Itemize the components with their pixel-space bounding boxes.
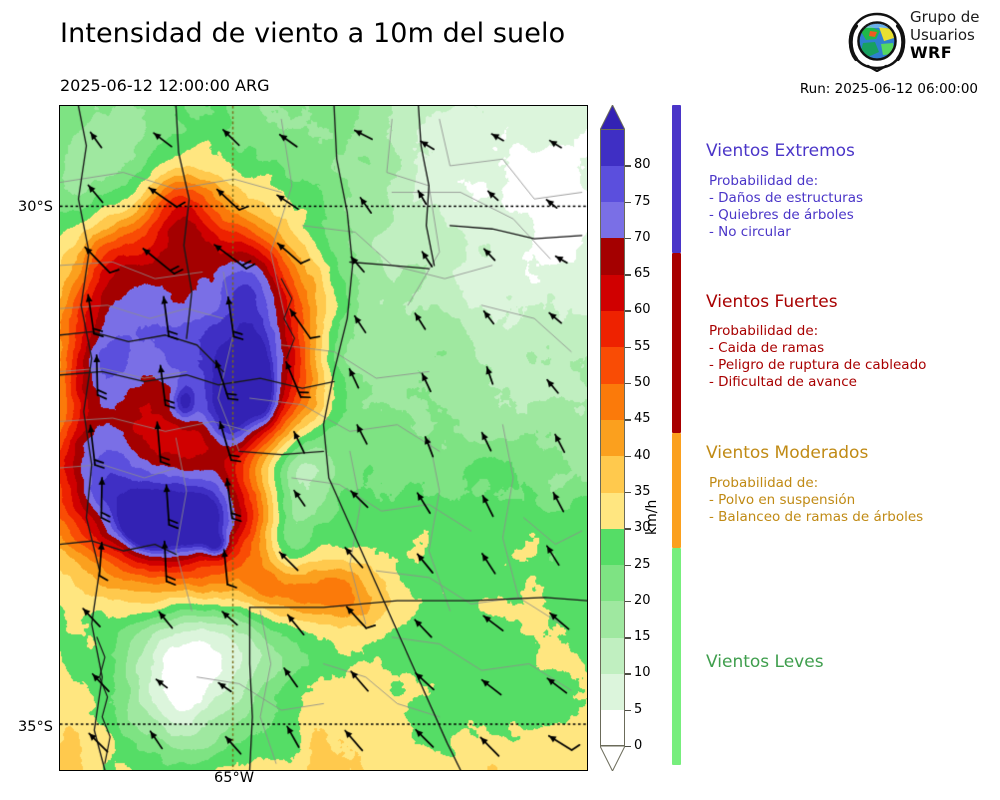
legend-color-bar (672, 105, 681, 253)
colorbar-tick (625, 455, 631, 458)
legend-color-bar (672, 433, 681, 548)
colorbar-band (600, 201, 625, 239)
colorbar-tick (625, 709, 631, 712)
colorbar-tick-label: 30 (634, 520, 651, 536)
logo-line-2: Usuarios (910, 26, 975, 44)
legend-item: - No circular (709, 224, 791, 240)
colorbar-band (600, 165, 625, 203)
legend-subtitle: Probabilidad de: (709, 475, 819, 491)
colorbar-tick-label: 40 (634, 447, 651, 463)
colorbar-tick-label: 35 (634, 483, 651, 499)
colorbar-tick (625, 637, 631, 639)
legend-item: - Polvo en suspensión (709, 492, 856, 508)
colorbar-tick-label: 15 (634, 629, 651, 645)
colorbar-tick (625, 201, 631, 203)
colorbar-band (600, 600, 625, 638)
logo-line-1: Grupo de (910, 8, 980, 26)
colorbar-tick-label: 70 (634, 229, 651, 245)
colorbar-tick (625, 564, 631, 566)
lon-label-65w: 65°W (214, 770, 255, 786)
legend-subtitle: Probabilidad de: (709, 173, 819, 189)
legend-item: - Daños de estructuras (709, 190, 864, 206)
legend-color-bar (672, 253, 681, 433)
colorbar-band (600, 237, 625, 275)
legend-group-title: Vientos Extremos (706, 141, 855, 161)
colorbar-tick-label: 50 (634, 375, 651, 391)
colorbar-tick-label: 0 (634, 738, 643, 753)
valid-time-label: 2025-06-12 12:00:00 ARG (60, 76, 270, 95)
colorbar-over-arrow-icon (600, 105, 625, 130)
colorbar-tick-label: 10 (634, 665, 651, 681)
legend-group-title: Vientos Leves (706, 652, 824, 672)
colorbar-tick-label: 60 (634, 302, 651, 318)
colorbar-tick (625, 600, 631, 603)
colorbar-tick-label: 25 (634, 556, 651, 572)
colorbar-tick (625, 346, 631, 349)
colorbar-tick (625, 237, 631, 240)
legend-subtitle: Probabilidad de: (709, 323, 819, 339)
colorbar-tick (625, 383, 631, 385)
colorbar-tick (625, 274, 631, 276)
wrf-logo: Grupo de Usuarios WRF (846, 8, 996, 74)
legend-group-title: Vientos Moderados (706, 443, 869, 463)
colorbar-band (600, 528, 625, 566)
colorbar-tick (625, 491, 631, 494)
colorbar-tick (625, 419, 631, 421)
legend-item: - Quiebres de árboles (709, 207, 854, 223)
colorbar-gradient (600, 129, 625, 747)
legend-item: - Balanceo de ramas de árboles (709, 509, 924, 525)
colorbar-tick-label: 75 (634, 193, 651, 209)
legend-item: - Caida de ramas (709, 340, 825, 356)
colorbar-tick (625, 673, 631, 675)
colorbar-tick (625, 528, 631, 530)
colorbar-tick-label: 20 (634, 592, 651, 608)
legend-group-details: Probabilidad de: - Caida de ramas - Peligr… (709, 323, 926, 391)
logo-text: Grupo de Usuarios WRF (910, 8, 996, 62)
colorbar-tick-label: 5 (634, 701, 643, 717)
legend-item: - Dificultad de avance (709, 374, 857, 390)
colorbar-band (600, 491, 625, 529)
legend-group-details: Probabilidad de: - Daños de estructuras - … (709, 173, 863, 241)
colorbar-under-arrow-icon (600, 746, 625, 771)
colorbar-tick-label: 55 (634, 338, 651, 354)
logo-line-3: WRF (910, 43, 953, 62)
colorbar: 0 5 10 15 20 25 30 35 40 45 50 55 60 65 70 75 80 km/h (600, 105, 670, 771)
wind-field-canvas (60, 106, 587, 770)
colorbar-band (600, 564, 625, 602)
colorbar-band (600, 129, 625, 166)
colorbar-tick (625, 165, 631, 167)
run-time-label: Run: 2025-06-12 06:00:00 (799, 81, 978, 97)
colorbar-band (600, 346, 625, 384)
colorbar-band (600, 274, 625, 312)
lat-label-35s: 35°S (18, 719, 53, 735)
colorbar-band (600, 637, 625, 674)
wrf-globe-emblem-icon (848, 12, 906, 72)
colorbar-band (600, 455, 625, 493)
colorbar-band (600, 709, 625, 747)
colorbar-tick (625, 746, 631, 748)
colorbar-tick-label: 45 (634, 411, 651, 427)
risk-legend: Vientos Extremos Probabilidad de: - Daños … (672, 105, 1000, 771)
lat-label-30s: 30°S (18, 199, 53, 215)
legend-color-bar (672, 548, 681, 765)
colorbar-band (600, 383, 625, 420)
legend-group-details: Probabilidad de: - Polvo en suspensión - B… (709, 475, 923, 526)
colorbar-tick-label: 80 (634, 157, 651, 173)
wind-map[interactable] (59, 105, 588, 771)
colorbar-tick-label: 65 (634, 266, 651, 282)
legend-item: - Peligro de ruptura de cableado (709, 357, 927, 373)
colorbar-band (600, 419, 625, 457)
legend-group-title: Vientos Fuertes (706, 292, 838, 312)
colorbar-tick (625, 310, 631, 312)
colorbar-units-label: km/h (644, 499, 660, 535)
page-title: Intensidad de viento a 10m del suelo (60, 18, 566, 49)
colorbar-band (600, 673, 625, 711)
colorbar-band (600, 310, 625, 348)
